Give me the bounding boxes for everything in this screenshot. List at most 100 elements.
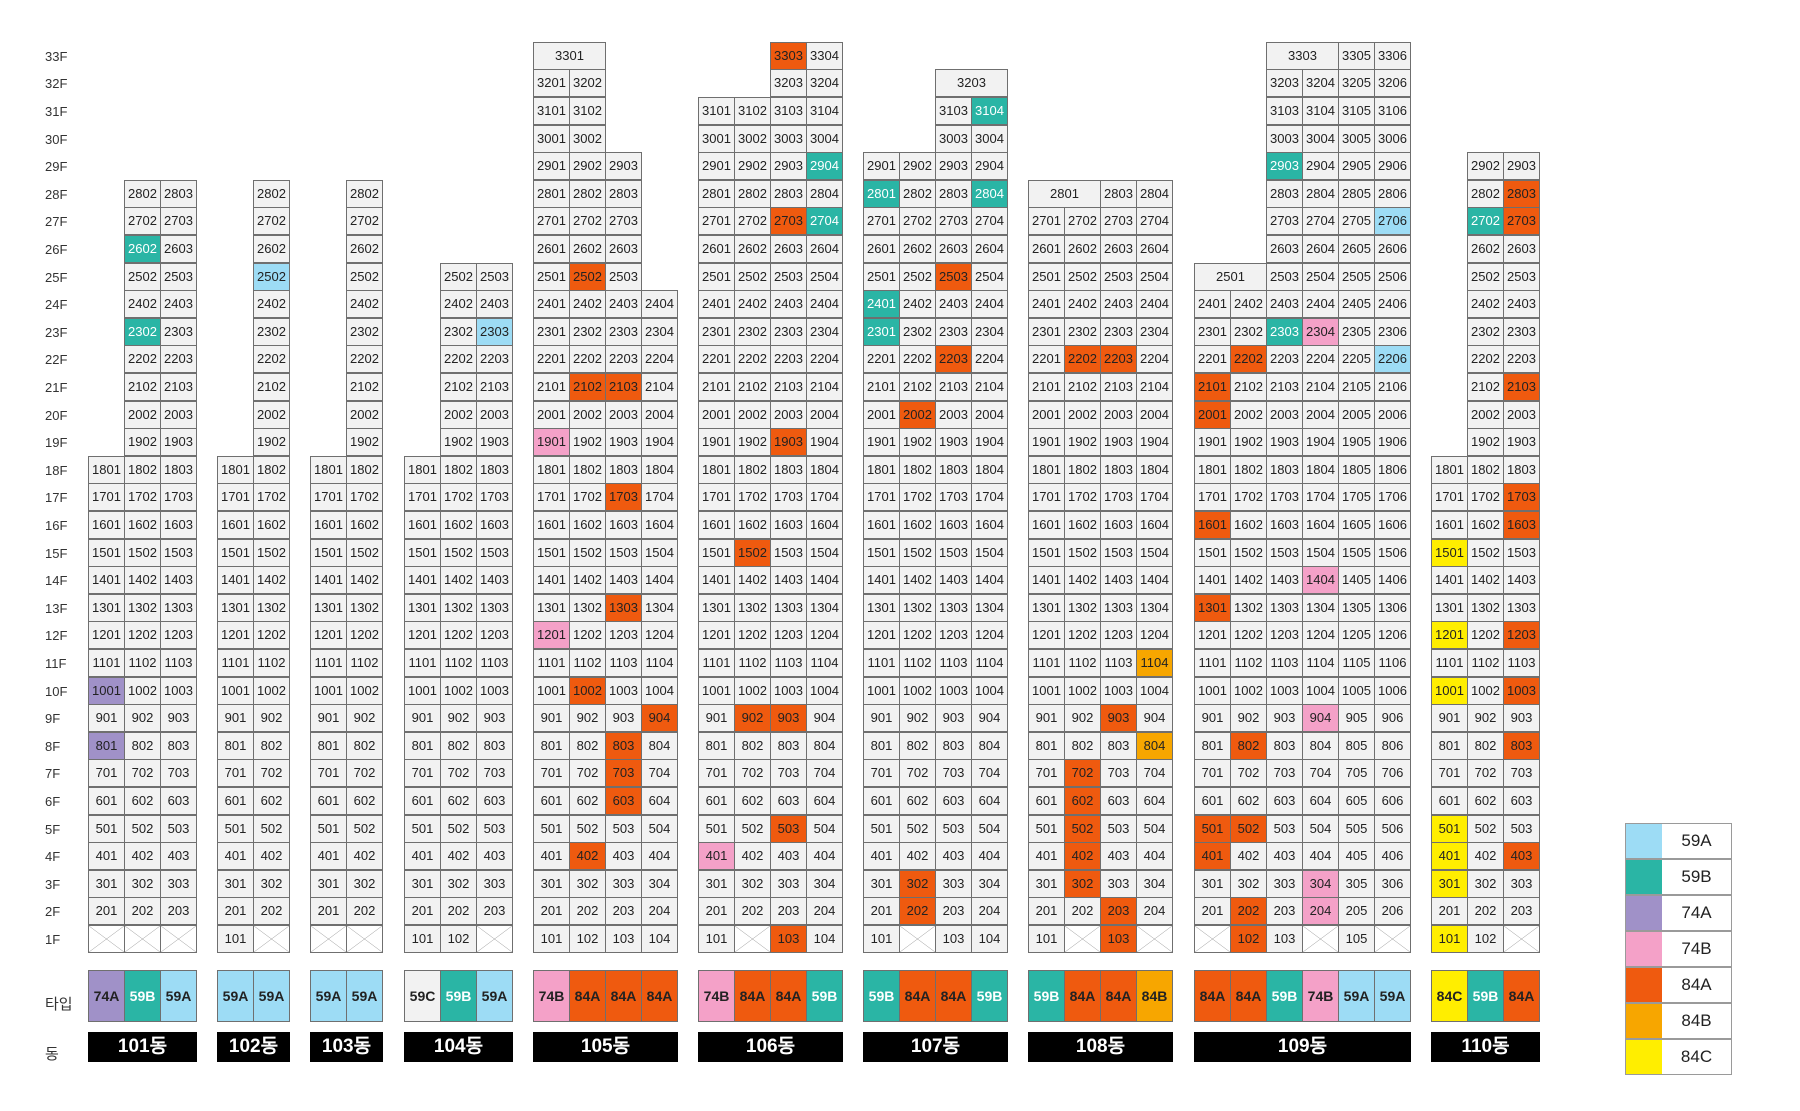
unit-cell: 2402 — [1064, 290, 1101, 319]
unit-cell: 2403 — [1100, 290, 1137, 319]
unit-cell: 703 — [1503, 759, 1540, 788]
unit-cell: 2601 — [533, 235, 570, 263]
unit-cell: 2702 — [253, 207, 290, 236]
unit-cell: 2304 — [971, 317, 1008, 346]
unit-cell: 1302 — [569, 593, 606, 622]
unit-cell: 1903 — [935, 428, 972, 457]
unit-cell: 504 — [971, 814, 1008, 843]
unit-cell: 302 — [1230, 869, 1267, 898]
unit-cell: 903 — [160, 704, 197, 733]
unit-cell: 3303 — [1266, 41, 1339, 70]
unit-cell: 1902 — [899, 428, 936, 457]
no-unit-mark — [1194, 925, 1231, 953]
unit-cell: 203 — [1266, 897, 1303, 926]
unit-cell: 1703 — [770, 483, 807, 512]
unit-cell: 1804 — [641, 455, 678, 484]
type-cell: 59B — [124, 970, 161, 1022]
unit-cell: 2804 — [806, 179, 843, 208]
unit-cell: 1103 — [770, 649, 807, 677]
unit-cell: 1402 — [1467, 566, 1504, 595]
unit-cell: 2104 — [971, 373, 1008, 401]
unit-cell: 1403 — [770, 566, 807, 595]
unit-cell: 2601 — [1028, 235, 1065, 263]
unit-cell: 2203 — [770, 345, 807, 374]
unit-cell: 1301 — [1194, 593, 1231, 622]
building-label: 109동 — [1194, 1032, 1411, 1062]
unit-cell: 1101 — [1028, 649, 1065, 677]
unit-cell: 2502 — [569, 262, 606, 291]
unit-cell: 1303 — [770, 593, 807, 622]
unit-cell: 404 — [1302, 842, 1339, 871]
unit-cell: 104 — [971, 925, 1008, 953]
unit-cell: 1201 — [310, 621, 347, 650]
legend-item: 74A — [1625, 895, 1732, 931]
unit-cell: 702 — [124, 759, 161, 788]
unit-cell: 104 — [806, 925, 843, 953]
unit-cell: 2104 — [806, 373, 843, 401]
unit-cell: 702 — [734, 759, 771, 788]
unit-cell: 2203 — [160, 345, 197, 374]
unit-cell: 1301 — [217, 593, 254, 622]
unit-cell: 1204 — [1136, 621, 1173, 650]
building-label: 102동 — [217, 1032, 290, 1062]
unit-cell: 1002 — [734, 676, 771, 705]
unit-cell: 202 — [440, 897, 477, 926]
unit-cell: 1103 — [935, 649, 972, 677]
unit-cell: 1403 — [476, 566, 513, 595]
unit-cell: 2903 — [770, 152, 807, 181]
unit-cell: 702 — [899, 759, 936, 788]
unit-cell: 1301 — [1028, 593, 1065, 622]
unit-cell: 703 — [476, 759, 513, 788]
unit-cell: 801 — [533, 731, 570, 760]
type-cell: 84A — [899, 970, 936, 1022]
unit-cell: 1203 — [605, 621, 642, 650]
unit-cell: 2801 — [863, 179, 900, 208]
unit-cell: 2403 — [935, 290, 972, 319]
unit-cell: 2506 — [1374, 262, 1411, 291]
legend-label: 84A — [1681, 975, 1712, 994]
unit-cell: 1902 — [124, 428, 161, 457]
unit-cell: 501 — [863, 814, 900, 843]
unit-cell: 3106 — [1374, 97, 1411, 125]
unit-cell: 2702 — [124, 207, 161, 236]
unit-cell: 1602 — [1064, 511, 1101, 539]
building-label: 108동 — [1028, 1032, 1173, 1062]
unit-cell: 2702 — [1467, 207, 1504, 236]
unit-cell: 1704 — [806, 483, 843, 512]
unit-cell: 803 — [935, 731, 972, 760]
unit-cell: 1501 — [217, 538, 254, 567]
unit-cell: 1503 — [770, 538, 807, 567]
unit-cell: 2906 — [1374, 152, 1411, 181]
unit-cell: 2404 — [971, 290, 1008, 319]
unit-cell: 101 — [1028, 925, 1065, 953]
unit-cell: 3304 — [806, 41, 843, 70]
unit-cell: 2706 — [1374, 207, 1411, 236]
unit-cell: 2501 — [698, 262, 735, 291]
unit-cell: 205 — [1338, 897, 1375, 926]
unit-cell: 3001 — [533, 124, 570, 153]
unit-cell: 2304 — [641, 317, 678, 346]
unit-cell: 1101 — [698, 649, 735, 677]
unit-cell: 602 — [253, 787, 290, 815]
unit-cell: 1301 — [404, 593, 441, 622]
unit-cell: 1703 — [476, 483, 513, 512]
unit-cell: 2101 — [698, 373, 735, 401]
unit-cell: 1301 — [88, 593, 125, 622]
unit-cell: 1501 — [1431, 538, 1468, 567]
unit-cell: 703 — [160, 759, 197, 788]
unit-cell: 2004 — [1136, 400, 1173, 429]
unit-cell: 802 — [346, 731, 383, 760]
unit-cell: 1301 — [533, 593, 570, 622]
unit-cell: 1101 — [1431, 649, 1468, 677]
unit-cell: 1202 — [1467, 621, 1504, 650]
unit-cell: 1704 — [641, 483, 678, 512]
unit-cell: 903 — [770, 704, 807, 733]
unit-cell: 2803 — [770, 179, 807, 208]
unit-cell: 304 — [1136, 869, 1173, 898]
unit-cell: 2802 — [253, 179, 290, 208]
unit-cell: 2102 — [1467, 373, 1504, 401]
type-cell: 59A — [346, 970, 383, 1022]
unit-cell: 301 — [1431, 869, 1468, 898]
unit-cell: 3104 — [806, 97, 843, 125]
unit-cell: 2001 — [698, 400, 735, 429]
